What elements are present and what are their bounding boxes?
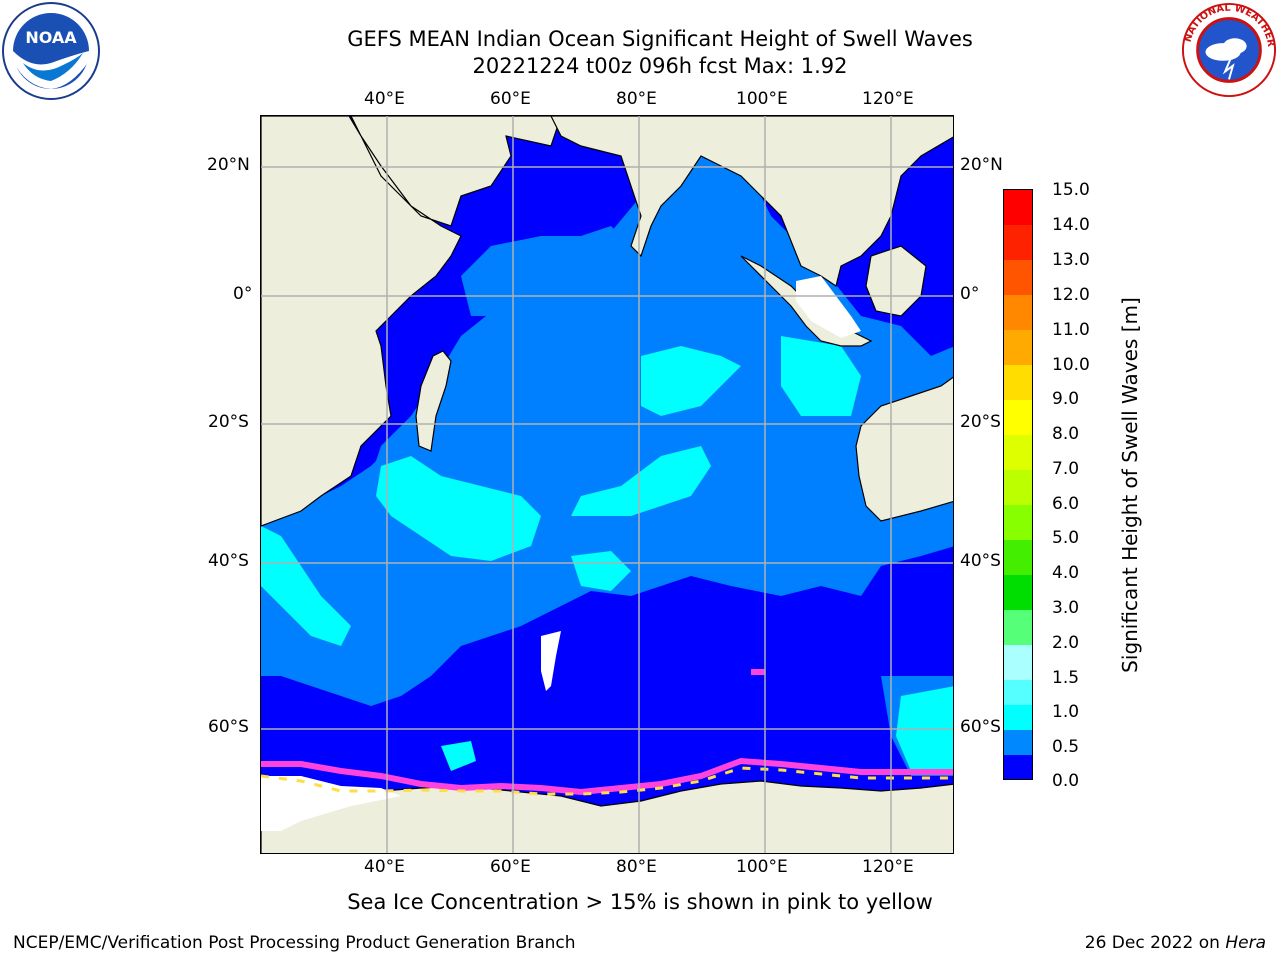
colorbar-segment xyxy=(1004,575,1032,610)
swell-high-patch xyxy=(781,336,861,416)
land-antarctica xyxy=(261,780,953,853)
colorbar-segment xyxy=(1004,540,1032,575)
lat-label-left: 60°S xyxy=(208,717,249,737)
lon-label-bottom: 40°E xyxy=(364,857,405,877)
colorbar-label: 14.0 xyxy=(1052,215,1090,235)
footer-org: NCEP/EMC/Verification Post Processing Pr… xyxy=(13,933,576,953)
footer-date-text: 26 Dec 2022 on xyxy=(1084,933,1226,953)
lon-label-bottom: 100°E xyxy=(736,857,788,877)
colorbar-segment xyxy=(1004,645,1032,680)
grid-lines xyxy=(261,116,953,853)
lat-label-left: 0° xyxy=(233,284,253,304)
colorbar-segment xyxy=(1004,260,1032,295)
colorbar-segment xyxy=(1004,680,1032,705)
colorbar-segment xyxy=(1004,470,1032,505)
colorbar-title: Significant Height of Swell Waves [m] xyxy=(1118,297,1142,673)
colorbar-label: 8.0 xyxy=(1052,424,1080,444)
lon-label-top: 100°E xyxy=(736,89,788,109)
colorbar-label: 15.0 xyxy=(1052,180,1090,200)
land-australia xyxy=(855,376,953,522)
colorbar-label: 1.5 xyxy=(1052,668,1080,688)
ice-free-white xyxy=(541,631,561,691)
colorbar-label: 3.0 xyxy=(1052,598,1080,618)
lon-label-top: 40°E xyxy=(364,89,405,109)
swell-high-patch xyxy=(641,346,741,416)
lat-label-left: 40°S xyxy=(208,551,249,571)
colorbar xyxy=(1003,189,1033,780)
colorbar-label: 12.0 xyxy=(1052,285,1090,305)
swell-high-patch xyxy=(261,526,351,646)
colorbar-label: 1.0 xyxy=(1052,702,1080,722)
nws-logo: NATIONAL WEATHER SERVICE xyxy=(1180,1,1276,98)
swell-medium-region-north xyxy=(461,226,641,316)
colorbar-segment xyxy=(1004,295,1032,330)
colorbar-segment xyxy=(1004,505,1032,540)
chart-title: GEFS MEAN Indian Ocean Significant Heigh… xyxy=(347,27,973,51)
colorbar-segment xyxy=(1004,435,1032,470)
chart-subtitle: 20221224 t00z 096h fcst Max: 1.92 xyxy=(472,54,848,78)
swell-high-patch xyxy=(571,446,711,516)
lat-label-left: 20°N xyxy=(207,155,250,175)
map-svg xyxy=(261,116,953,853)
colorbar-segment xyxy=(1004,755,1032,779)
land-borneo xyxy=(865,245,927,317)
lat-label-right: 60°S xyxy=(960,717,1001,737)
swell-high-patch xyxy=(571,551,631,591)
lon-label-bottom: 60°E xyxy=(490,857,531,877)
sea-ice-caption: Sea Ice Concentration > 15% is shown in … xyxy=(347,890,933,914)
colorbar-label: 5.0 xyxy=(1052,528,1080,548)
lon-label-bottom: 120°E xyxy=(862,857,914,877)
colorbar-segment xyxy=(1004,730,1032,755)
colorbar-label: 10.0 xyxy=(1052,355,1090,375)
colorbar-label: 4.0 xyxy=(1052,563,1080,583)
ice-free-white xyxy=(796,276,861,338)
lon-label-bottom: 80°E xyxy=(616,857,657,877)
colorbar-segment xyxy=(1004,225,1032,260)
noaa-logo-text: NOAA xyxy=(25,28,77,47)
sea-ice-band xyxy=(261,757,953,796)
colorbar-segment xyxy=(1004,705,1032,730)
lat-label-right: 0° xyxy=(960,284,980,304)
colorbar-label: 6.0 xyxy=(1052,494,1080,514)
colorbar-label: 7.0 xyxy=(1052,459,1080,479)
colorbar-segment xyxy=(1004,190,1032,225)
colorbar-label: 2.0 xyxy=(1052,633,1080,653)
footer-date: 26 Dec 2022 on Hera xyxy=(1085,933,1266,953)
lat-label-right: 20°N xyxy=(960,155,1003,175)
swell-high-patch xyxy=(441,741,476,771)
map-panel[interactable] xyxy=(260,115,954,854)
sea-ice-spot xyxy=(751,669,765,675)
land-asia xyxy=(550,116,953,287)
lat-label-left: 20°S xyxy=(208,412,249,432)
colorbar-label: 9.0 xyxy=(1052,389,1080,409)
land-madagascar xyxy=(415,350,452,452)
colorbar-label: 13.0 xyxy=(1052,250,1090,270)
footer-host: Hera xyxy=(1225,933,1266,953)
swell-high-patch xyxy=(376,456,541,561)
colorbar-label: 11.0 xyxy=(1052,320,1090,340)
colorbar-label: 0.5 xyxy=(1052,737,1080,757)
colorbar-segment xyxy=(1004,365,1032,400)
lon-label-top: 60°E xyxy=(490,89,531,109)
swell-medium-region-bay xyxy=(681,156,771,236)
noaa-logo: NOAA xyxy=(2,2,100,100)
lon-label-top: 120°E xyxy=(862,89,914,109)
ice-free-white xyxy=(261,776,401,831)
lat-label-right: 20°S xyxy=(960,412,1001,432)
colorbar-segment xyxy=(1004,610,1032,645)
lon-label-top: 80°E xyxy=(616,89,657,109)
colorbar-segment xyxy=(1004,330,1032,365)
colorbar-segment xyxy=(1004,400,1032,435)
lat-label-right: 40°S xyxy=(960,551,1001,571)
sea-ice-band-yellow xyxy=(261,766,953,796)
colorbar-label: 0.0 xyxy=(1052,771,1080,791)
